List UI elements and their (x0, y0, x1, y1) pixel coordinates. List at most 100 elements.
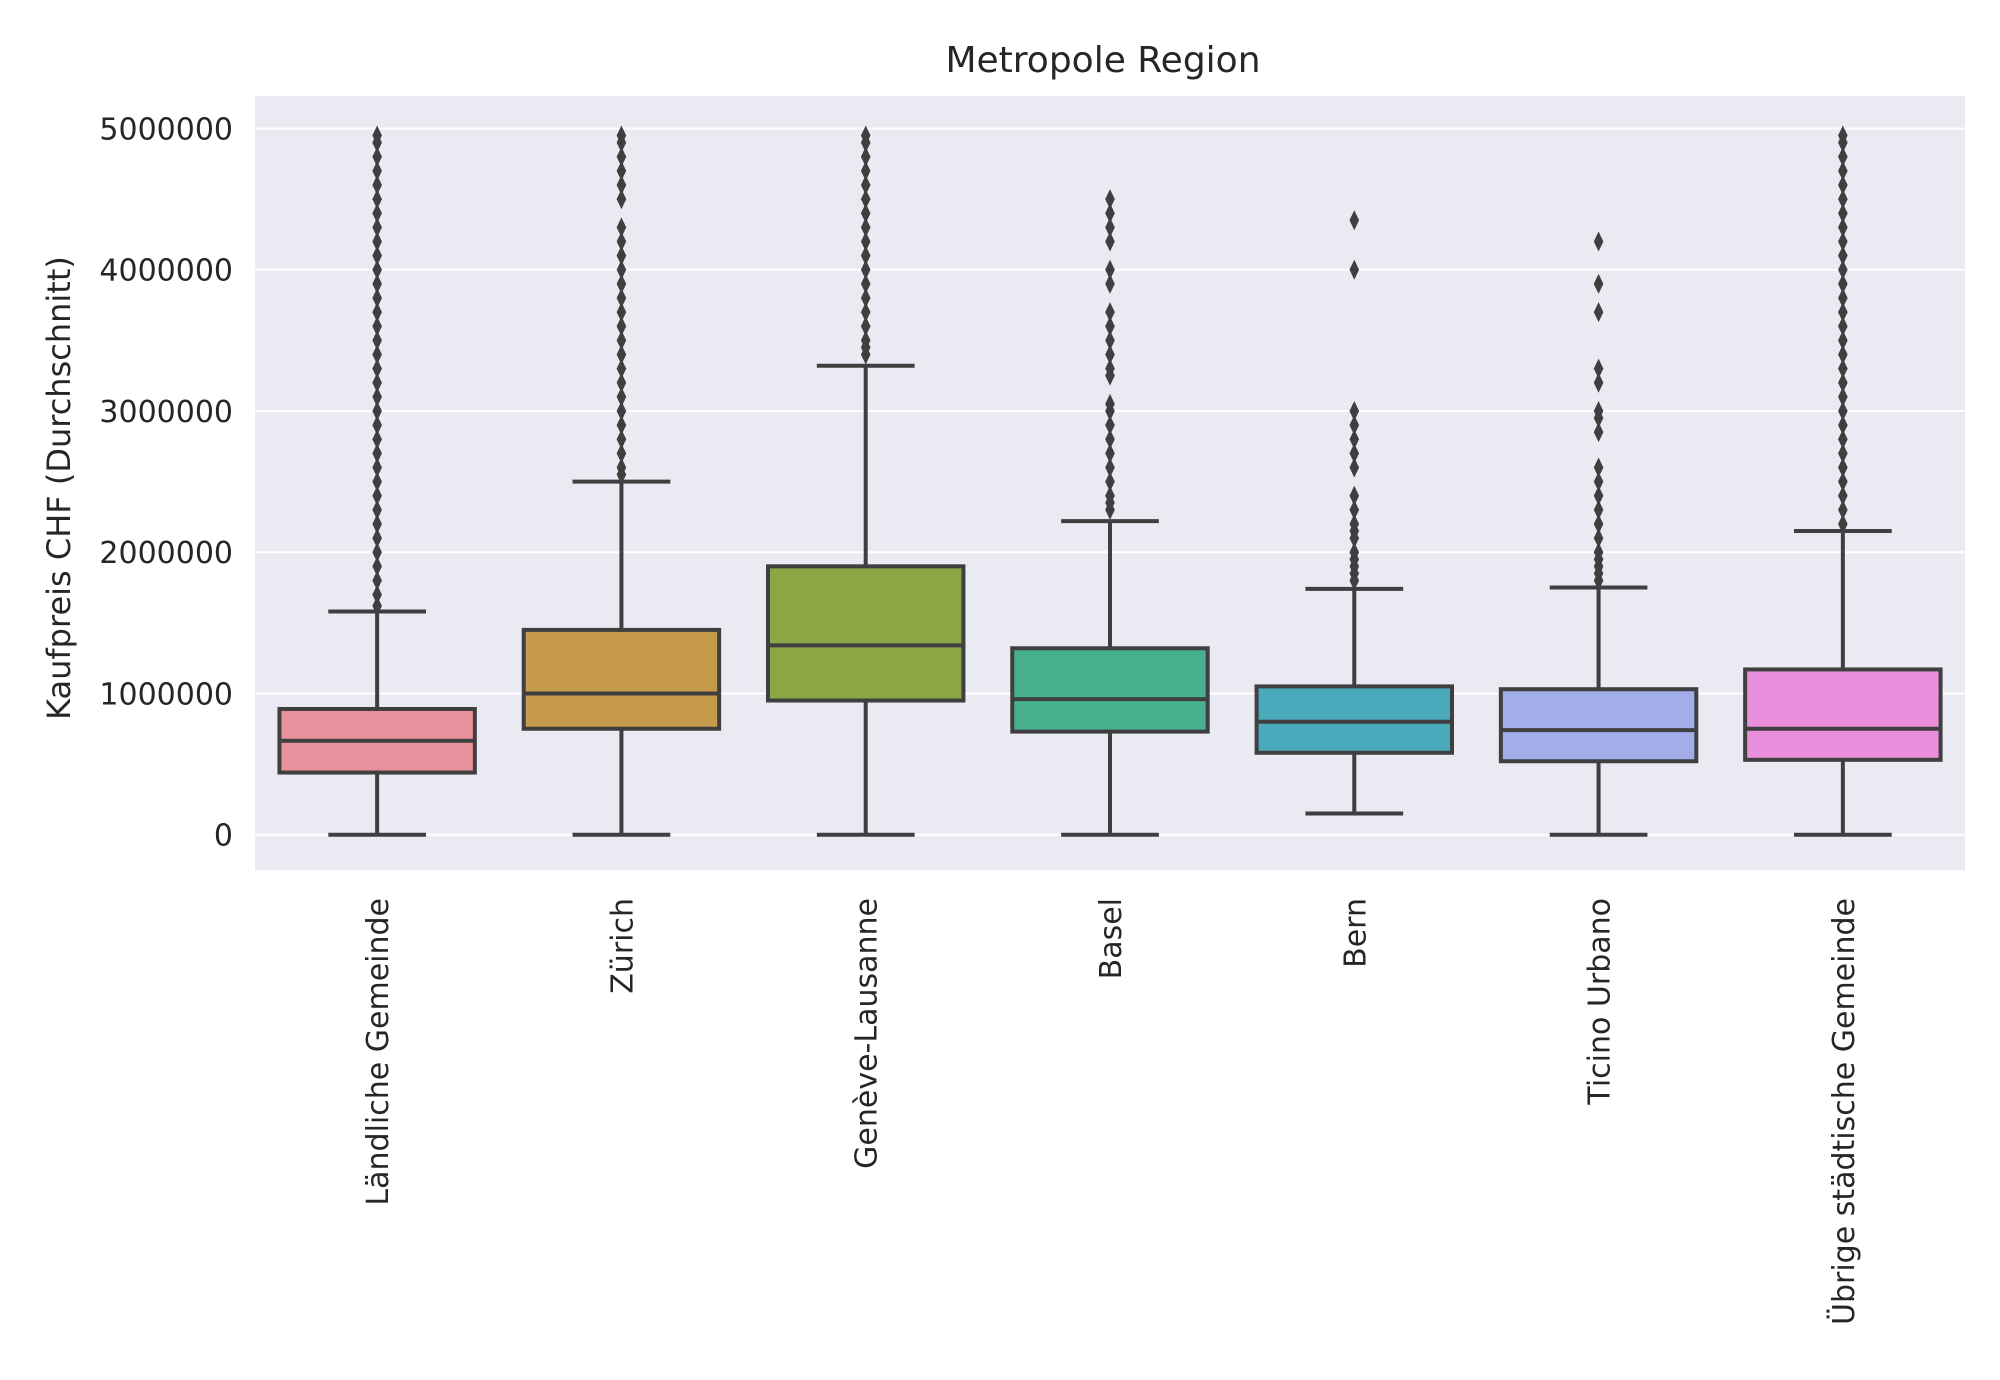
outlier-point (1838, 189, 1848, 210)
outlier-point (1349, 499, 1360, 520)
outlier-point (1349, 415, 1360, 436)
outlier-point (1349, 259, 1360, 280)
outlier-point (1593, 231, 1604, 252)
outlier-point (1838, 273, 1848, 294)
outlier-point (1593, 513, 1604, 534)
outlier-point (860, 189, 871, 210)
outlier-point (1838, 203, 1848, 224)
outlier-point (1838, 160, 1848, 181)
outlier-point (1105, 443, 1115, 464)
outlier-point (372, 330, 382, 351)
outlier-point (1838, 457, 1848, 478)
outlier-point (372, 316, 382, 337)
y-tick-label: 2000000 (99, 536, 233, 571)
outlier-point (616, 316, 627, 337)
outlier-point (372, 457, 382, 478)
outlier-point (1838, 316, 1848, 337)
outlier-point (1838, 386, 1848, 407)
outlier-point (616, 457, 627, 478)
outlier-point (1105, 189, 1115, 210)
outlier-point (372, 429, 382, 450)
outlier-point (860, 146, 871, 167)
outlier-point (860, 302, 871, 323)
outlier-point (1838, 287, 1848, 308)
outlier-point (616, 287, 627, 308)
outlier-point (372, 245, 382, 266)
outlier-point (1838, 245, 1848, 266)
outlier-point (1349, 542, 1360, 563)
outlier-point (372, 471, 382, 492)
outlier-point (1593, 273, 1604, 294)
outlier-point (1838, 125, 1848, 146)
x-tick-label: Genève-Lausanne (850, 898, 885, 1169)
outlier-point (372, 400, 382, 421)
outlier-point (372, 273, 382, 294)
outlier-point (616, 429, 627, 450)
outlier-point (860, 330, 871, 351)
x-tick-label: Ländliche Gemeinde (361, 898, 396, 1206)
y-tick-label: 4000000 (99, 254, 233, 289)
outlier-point (616, 259, 627, 280)
outlier-point (372, 231, 382, 252)
outlier-point (616, 174, 627, 195)
outlier-point (616, 160, 627, 181)
outlier-point (372, 584, 382, 605)
y-axis-label: Kaufpreis CHF (Durchschnitt) (40, 256, 78, 720)
outlier-point (1593, 499, 1604, 520)
outlier-point (372, 344, 382, 365)
outlier-point (372, 259, 382, 280)
outlier-point (372, 570, 382, 591)
outlier-point (1838, 217, 1848, 238)
outlier-point (1349, 443, 1360, 464)
outlier-point (372, 372, 382, 393)
outlier-point (1349, 210, 1360, 231)
outlier-point (860, 125, 871, 146)
outlier-point (1105, 203, 1115, 224)
outlier-point (616, 344, 627, 365)
box (521, 627, 722, 731)
outlier-point (1838, 485, 1848, 506)
outlier-point (372, 443, 382, 464)
outlier-point (1593, 372, 1604, 393)
outlier-point (1838, 358, 1848, 379)
outlier-point (372, 485, 382, 506)
outlier-point (616, 358, 627, 379)
outlier-point (1838, 499, 1848, 520)
box (766, 564, 966, 703)
outlier-point (616, 273, 627, 294)
outlier-point (616, 146, 627, 167)
outlier-point (1349, 513, 1360, 534)
outlier-point (1838, 400, 1848, 421)
outlier-point (1105, 471, 1115, 492)
outlier-point (1838, 372, 1848, 393)
outlier-point (1838, 513, 1848, 534)
outlier-point (616, 330, 627, 351)
outlier-point (1349, 457, 1360, 478)
chart-title: Metropole Region (945, 40, 1260, 81)
outlier-point (372, 358, 382, 379)
outlier-point (616, 245, 627, 266)
outlier-point (1838, 146, 1848, 167)
outlier-point (860, 174, 871, 195)
outlier-point (372, 174, 382, 195)
x-tick-label: Ticino Urbano (1583, 898, 1618, 1106)
outlier-point (860, 231, 871, 252)
outlier-point (372, 386, 382, 407)
outlier-point (1105, 231, 1115, 252)
outlier-point (860, 203, 871, 224)
outlier-point (1105, 259, 1115, 280)
outlier-point (372, 556, 382, 577)
outlier-point (860, 217, 871, 238)
outlier-point (860, 287, 871, 308)
outlier-point (1349, 485, 1360, 506)
outlier-point (1593, 457, 1604, 478)
outlier-point (372, 160, 382, 181)
outlier-point (1593, 358, 1604, 379)
outlier-point (1105, 393, 1115, 414)
outlier-point (1593, 528, 1604, 549)
outlier-point (616, 400, 627, 421)
y-tick-label: 5000000 (99, 112, 233, 147)
x-tick-label: Übrige städtische Gemeinde (1826, 898, 1862, 1325)
outlier-point (372, 125, 382, 146)
